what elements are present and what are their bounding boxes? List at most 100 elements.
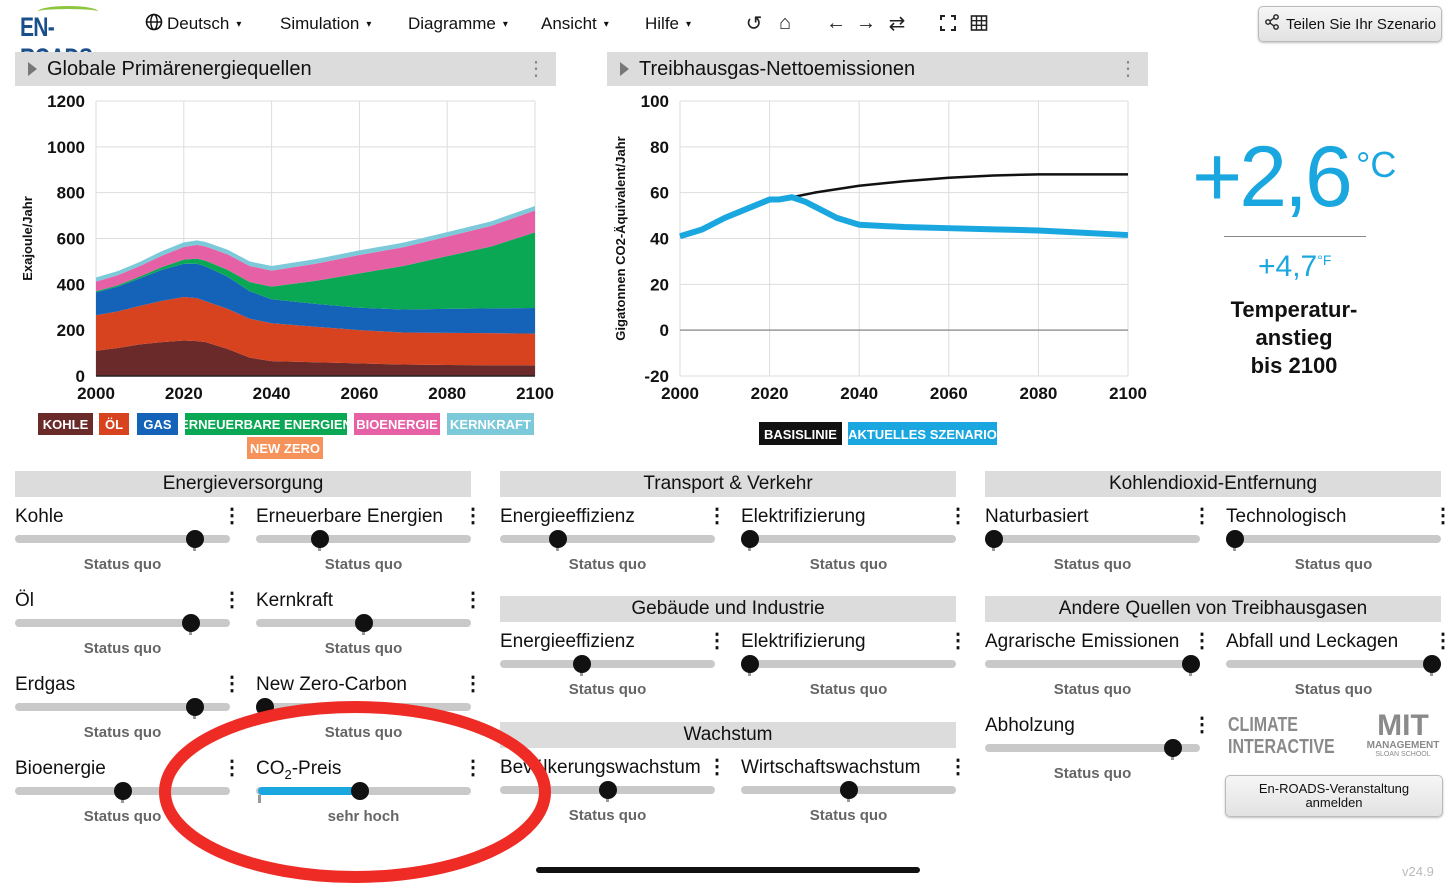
x-tick-label: 2000 xyxy=(77,384,115,403)
mit-sloan-logo[interactable]: MIT MANAGEMENT SLOAN SCHOOL xyxy=(1362,711,1444,759)
slider-label: Kohle xyxy=(15,506,64,527)
temperature-celsius: +2,6 xyxy=(1192,129,1353,225)
menu-simulation[interactable]: Simulation ▾ xyxy=(280,12,371,36)
undo-icon[interactable]: ↺ xyxy=(745,12,763,35)
menu-ansicht[interactable]: Ansicht ▾ xyxy=(541,12,609,36)
climate-interactive-logo[interactable]: CLIMATE INTERACTIVE xyxy=(1228,714,1335,762)
slider-knob[interactable] xyxy=(350,782,369,800)
slider-status: Status quo xyxy=(1294,681,1373,698)
en-roads-logo[interactable]: EN-ROADS xyxy=(20,6,116,73)
kebab-menu-icon[interactable]: ⋮ xyxy=(707,505,727,527)
slider-label: Energieeffizienz xyxy=(500,631,635,652)
kebab-menu-icon[interactable]: ⋮ xyxy=(1118,58,1138,80)
slider-track[interactable] xyxy=(15,619,230,627)
register-event-button[interactable]: En-ROADS-Veranstaltung anmelden xyxy=(1225,775,1443,817)
menu-diagramme[interactable]: Diagramme ▾ xyxy=(408,12,508,36)
slider-knob[interactable] xyxy=(985,530,1003,548)
kebab-menu-icon[interactable]: ⋮ xyxy=(463,757,483,779)
slider-tr_elec: Elektrifizierung ⋮ Status quo xyxy=(741,506,968,576)
legend-swatch xyxy=(137,413,178,435)
slider-knob[interactable] xyxy=(1182,655,1200,673)
slider-knob[interactable] xyxy=(113,782,132,800)
slider-status: Status quo xyxy=(809,556,888,573)
menu-language[interactable]: Deutsch ▾ xyxy=(145,12,241,36)
slider-knob[interactable] xyxy=(1226,530,1244,548)
slider-knob[interactable] xyxy=(741,530,759,548)
highlight-circle-annotation xyxy=(159,701,551,883)
kebab-menu-icon[interactable]: ⋮ xyxy=(222,589,242,611)
slider-knob[interactable] xyxy=(1423,655,1441,673)
kebab-menu-icon[interactable]: ⋮ xyxy=(222,505,242,527)
menu-hilfe[interactable]: Hilfe ▾ xyxy=(645,12,691,36)
slider-label: Erdgas xyxy=(15,674,76,695)
slider-track[interactable] xyxy=(985,535,1200,543)
share-scenario-button[interactable]: Teilen Sie Ihr Szenario xyxy=(1258,6,1442,42)
slider-track[interactable] xyxy=(985,744,1200,752)
slider-track[interactable] xyxy=(15,703,230,711)
slider-knob[interactable] xyxy=(354,614,373,632)
kebab-menu-icon[interactable]: ⋮ xyxy=(222,757,242,779)
slider-knob[interactable] xyxy=(839,781,858,799)
kebab-menu-icon[interactable]: ⋮ xyxy=(463,673,483,695)
home-indicator[interactable] xyxy=(536,867,920,873)
y-tick-label: 200 xyxy=(57,321,85,340)
kebab-menu-icon[interactable]: ⋮ xyxy=(707,756,727,778)
temperature-divider xyxy=(1224,236,1366,237)
table-grid-icon[interactable] xyxy=(966,10,992,36)
panel-header-primary-energy[interactable]: Globale Primärenergiequellen ⋮ xyxy=(15,52,556,86)
kebab-menu-icon[interactable]: ⋮ xyxy=(463,589,483,611)
slider-knob[interactable] xyxy=(572,655,591,673)
slider-knob[interactable] xyxy=(1164,739,1183,757)
kebab-menu-icon[interactable]: ⋮ xyxy=(1192,505,1212,527)
slider-label: Elektrifizierung xyxy=(741,631,866,652)
back-arrow-icon[interactable]: ← xyxy=(826,11,846,34)
slider-knob[interactable] xyxy=(311,530,330,548)
kebab-menu-icon[interactable]: ⋮ xyxy=(707,630,727,652)
kebab-menu-icon[interactable]: ⋮ xyxy=(1192,714,1212,736)
slider-knob[interactable] xyxy=(549,530,568,548)
kebab-menu-icon[interactable]: ⋮ xyxy=(1433,505,1453,527)
share-icon xyxy=(1264,14,1280,34)
kebab-menu-icon[interactable]: ⋮ xyxy=(948,505,968,527)
slider-track[interactable] xyxy=(741,535,956,543)
home-icon[interactable]: ⌂ xyxy=(778,11,792,34)
register-event-label: En-ROADS-Veranstaltung anmelden xyxy=(1258,781,1410,810)
slider-knob[interactable] xyxy=(186,530,205,548)
legend-swatch xyxy=(447,413,534,435)
slider-knob[interactable] xyxy=(598,781,617,799)
y-tick-label: 100 xyxy=(641,92,669,111)
version-label: v24.9 xyxy=(1402,864,1434,879)
menu-simulation-label: Simulation xyxy=(280,14,360,33)
y-tick-label: 80 xyxy=(650,138,669,157)
fullscreen-icon[interactable] xyxy=(935,10,961,36)
kebab-menu-icon[interactable]: ⋮ xyxy=(1433,630,1453,652)
legend-label: ÖL xyxy=(105,417,123,432)
slider-knob[interactable] xyxy=(182,614,201,632)
slider-track[interactable] xyxy=(741,660,956,668)
kebab-menu-icon[interactable]: ⋮ xyxy=(222,673,242,695)
slider-track[interactable] xyxy=(500,535,715,543)
slider-track[interactable] xyxy=(985,660,1200,668)
area-series xyxy=(96,205,535,282)
panel-header-ghg-emissions[interactable]: Treibhausgas-Nettoemissionen ⋮ xyxy=(607,52,1148,86)
compare-icon[interactable]: ⇄ xyxy=(888,12,906,35)
slider-knob[interactable] xyxy=(186,698,205,716)
kebab-menu-icon[interactable]: ⋮ xyxy=(948,756,968,778)
area-series xyxy=(96,210,535,292)
slider-status: Status quo xyxy=(83,724,162,741)
slider-track[interactable] xyxy=(1226,660,1441,668)
slider-label: CO2-Preis xyxy=(256,758,341,782)
forward-arrow-icon[interactable]: → xyxy=(856,11,876,34)
kebab-menu-icon[interactable]: ⋮ xyxy=(948,630,968,652)
slider-track[interactable] xyxy=(15,535,230,543)
x-tick-label: 2100 xyxy=(516,384,554,403)
kebab-menu-icon[interactable]: ⋮ xyxy=(463,505,483,527)
slider-track[interactable] xyxy=(256,535,471,543)
slider-label: New Zero-Carbon xyxy=(256,674,407,695)
kebab-menu-icon[interactable]: ⋮ xyxy=(526,58,546,80)
y-tick-label: -20 xyxy=(644,367,669,386)
slider-track[interactable] xyxy=(1226,535,1441,543)
slider-knob[interactable] xyxy=(741,655,759,673)
kebab-menu-icon[interactable]: ⋮ xyxy=(1192,630,1212,652)
slider-track[interactable] xyxy=(500,660,715,668)
